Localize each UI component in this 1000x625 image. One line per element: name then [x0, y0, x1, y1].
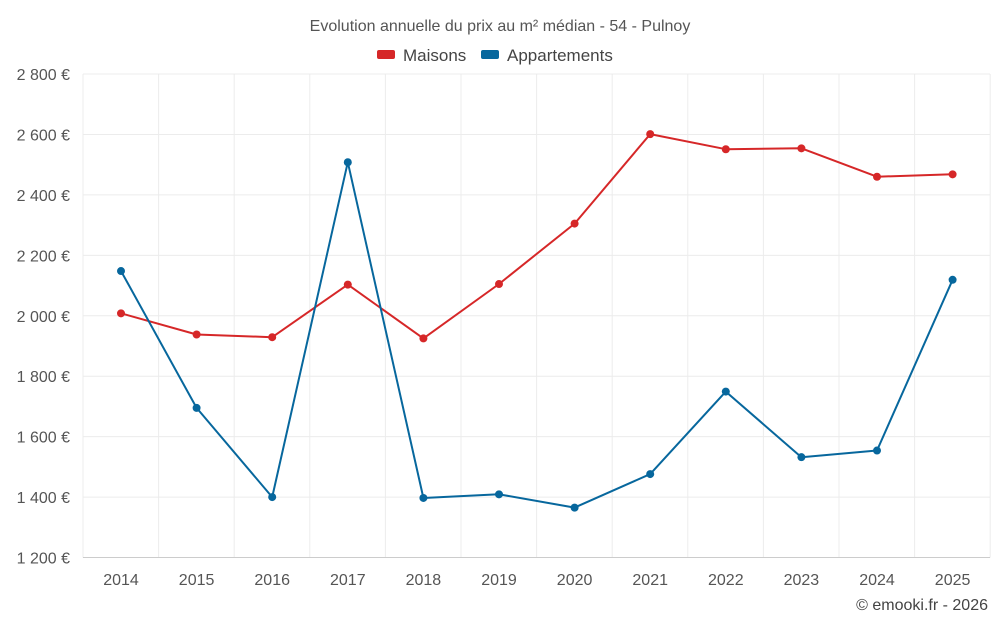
data-point-appartements[interactable] — [797, 453, 806, 462]
x-gridlines — [82, 74, 991, 558]
data-point-maisons[interactable] — [268, 333, 277, 342]
legend-label-appartements[interactable]: Appartements — [507, 46, 613, 65]
data-point-maisons[interactable] — [721, 145, 730, 154]
x-tick-label: 2023 — [784, 572, 820, 589]
x-tick-label: 2018 — [406, 572, 442, 589]
data-point-maisons[interactable] — [873, 172, 881, 181]
credit-text: © emooki.fr - 2026 — [856, 597, 988, 614]
y-tick-label: 1 400 € — [17, 490, 70, 507]
x-tick-label: 2014 — [103, 572, 139, 589]
data-point-appartements[interactable] — [570, 503, 579, 512]
legend-swatch-maisons[interactable] — [377, 50, 395, 59]
series-maisons — [117, 130, 957, 343]
x-tick-label: 2024 — [859, 572, 895, 589]
data-point-appartements[interactable] — [873, 446, 881, 455]
y-tick-label: 1 600 € — [17, 430, 70, 447]
legend: Maisons Appartements — [377, 46, 613, 65]
y-tick-label: 2 600 € — [17, 127, 70, 144]
data-point-maisons[interactable] — [495, 280, 503, 289]
legend-swatch-appartements[interactable] — [481, 50, 499, 59]
y-tick-label: 1 200 € — [17, 551, 70, 568]
x-tick-label: 2017 — [330, 572, 366, 589]
x-tick-label: 2016 — [254, 572, 290, 589]
x-tick-label: 2015 — [179, 572, 215, 589]
data-point-appartements[interactable] — [721, 387, 730, 396]
data-point-appartements[interactable] — [646, 470, 655, 479]
data-point-appartements[interactable] — [192, 403, 201, 412]
data-point-appartements[interactable] — [117, 267, 125, 276]
chart-title: Evolution annuelle du prix au m² médian … — [310, 18, 691, 35]
y-tick-label: 2 200 € — [17, 248, 70, 265]
x-axis-ticks: 2014 2015 2016 2017 2018 2019 2020 2021 2022 2023… — [103, 572, 970, 589]
data-point-maisons[interactable] — [797, 144, 806, 153]
x-tick-label: 2019 — [481, 572, 517, 589]
series-line-appartements — [120, 161, 954, 509]
y-axis-ticks: 1 200 € 1 400 € 1 600 € 1 800 € 2 000 € 2 200… — [17, 67, 70, 568]
data-point-appartements[interactable] — [343, 158, 352, 167]
y-tick-label: 2 800 € — [17, 67, 70, 84]
series-appartements — [117, 158, 957, 512]
x-tick-label: 2022 — [708, 572, 744, 589]
data-point-appartements[interactable] — [419, 493, 428, 502]
legend-label-maisons[interactable]: Maisons — [403, 46, 466, 65]
data-point-maisons[interactable] — [646, 130, 655, 139]
x-tick-label: 2020 — [557, 572, 593, 589]
y-tick-label: 1 800 € — [17, 369, 70, 386]
series-line-maisons — [120, 133, 954, 340]
data-point-maisons[interactable] — [419, 334, 428, 343]
data-point-maisons[interactable] — [343, 280, 352, 289]
data-point-appartements[interactable] — [948, 275, 957, 284]
series-layer — [117, 130, 957, 512]
y-tick-label: 2 400 € — [17, 188, 70, 205]
x-tick-label: 2025 — [935, 572, 971, 589]
data-point-appartements[interactable] — [268, 493, 277, 502]
data-point-maisons[interactable] — [192, 330, 201, 339]
x-tick-label: 2021 — [632, 572, 668, 589]
data-point-appartements[interactable] — [495, 490, 503, 499]
data-point-maisons[interactable] — [570, 219, 579, 228]
data-point-maisons[interactable] — [117, 309, 125, 318]
y-tick-label: 2 000 € — [17, 309, 70, 326]
data-point-maisons[interactable] — [948, 170, 957, 179]
